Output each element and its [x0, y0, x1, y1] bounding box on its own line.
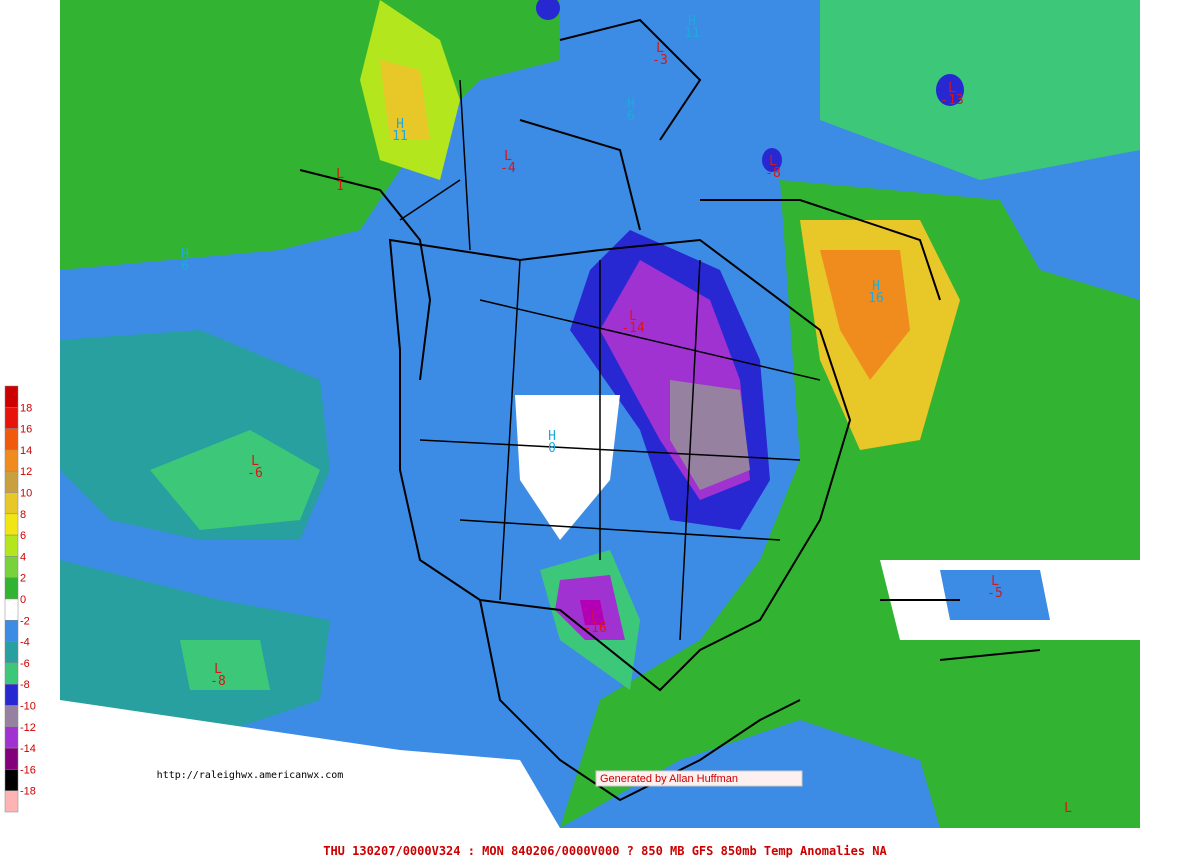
- center-value: 11: [684, 26, 700, 41]
- legend-label: -18: [20, 786, 36, 798]
- legend-swatch: [4, 428, 19, 451]
- legend-swatch: [4, 790, 19, 813]
- legend-swatch: [4, 407, 19, 429]
- pressure-centers: H11L-3H6L-13H11L-4L1L-8H6H16L-14H0L-6L-5…: [181, 14, 1072, 816]
- center-value: -6: [247, 466, 263, 481]
- center-kind: L: [591, 609, 599, 624]
- center-kind: L: [769, 154, 777, 169]
- center-value: -13: [940, 93, 963, 108]
- legend-swatch: [4, 598, 19, 621]
- legend-label: -8: [20, 679, 30, 691]
- center-kind: L: [336, 167, 344, 182]
- legend-label: -12: [20, 722, 36, 734]
- legend-swatch: [4, 577, 19, 600]
- legend-swatch: [4, 726, 19, 749]
- legend-swatch: [4, 747, 19, 770]
- legend-label: 4: [20, 551, 26, 563]
- center-value: 16: [868, 291, 884, 306]
- legend-label: 2: [20, 573, 26, 585]
- caption: THU 130207/0000V324 : MON 840206/0000V00…: [323, 844, 887, 858]
- center-kind: L: [991, 574, 999, 589]
- legend-label: -14: [20, 743, 36, 755]
- credit-box: [595, 770, 803, 787]
- legend-label: 16: [20, 424, 32, 436]
- legend-label: 14: [20, 445, 32, 457]
- center-kind: H: [396, 117, 404, 132]
- legend-label: -16: [20, 764, 36, 776]
- legend-label: 8: [20, 509, 26, 521]
- url: http://raleighwx.americanwx.com: [157, 770, 344, 781]
- legend-swatch: [4, 662, 19, 685]
- legend-swatch: [4, 641, 19, 664]
- center-value: 11: [392, 129, 408, 144]
- center-kind: L: [948, 81, 956, 96]
- center-value: -14: [621, 321, 645, 336]
- legend-label: -6: [20, 658, 30, 670]
- center-kind: L: [629, 309, 637, 324]
- credit: Generated by Allan Huffman: [600, 773, 738, 785]
- legend-swatch: [4, 620, 19, 642]
- legend-label: 12: [20, 466, 32, 478]
- center-value: -3: [652, 53, 668, 68]
- center-value: -5: [987, 586, 1003, 601]
- legend-label: 18: [20, 402, 32, 414]
- legend-swatch: [4, 683, 19, 706]
- center-kind: H: [872, 279, 880, 294]
- center-value: -8: [210, 674, 226, 689]
- legend-label: -4: [20, 637, 30, 649]
- center-value: -8: [765, 166, 781, 181]
- center-value: 6: [181, 259, 189, 274]
- center-kind: H: [548, 429, 556, 444]
- legend-label: 6: [20, 530, 26, 542]
- center-value: 6: [627, 109, 635, 124]
- center-kind: H: [688, 14, 696, 29]
- legend-swatch: [4, 534, 19, 557]
- legend-swatch: [4, 492, 19, 515]
- legend-swatch: [4, 769, 19, 791]
- legend-label: -10: [20, 701, 36, 713]
- center-kind: L: [214, 662, 222, 677]
- legend-swatch: [4, 556, 19, 578]
- legend-label: 0: [20, 594, 26, 606]
- center-value: 1: [336, 179, 344, 194]
- legend-label: -2: [20, 615, 30, 627]
- legend-swatch: [4, 449, 19, 472]
- legend-label: 10: [20, 488, 32, 500]
- map-field: [60, 0, 1140, 828]
- legend-swatch: [4, 513, 19, 536]
- center-value: -4: [500, 161, 516, 176]
- center-kind: L: [656, 41, 664, 56]
- legend-swatch: [4, 470, 19, 493]
- legend-swatch: [4, 385, 19, 408]
- legend-swatch: [4, 705, 19, 728]
- center-kind: L: [251, 454, 259, 469]
- legend: 18 16 14 12 10 8 6 4 2 0 -2 -4 -6 -8 -10 -12 -14 -16 -18: [4, 385, 36, 813]
- center-value: -16: [583, 621, 606, 636]
- center-kind: L: [1064, 801, 1072, 816]
- center-kind: L: [504, 149, 512, 164]
- center-kind: H: [181, 247, 189, 262]
- center-kind: H: [627, 97, 635, 112]
- center-value: 0: [548, 441, 556, 456]
